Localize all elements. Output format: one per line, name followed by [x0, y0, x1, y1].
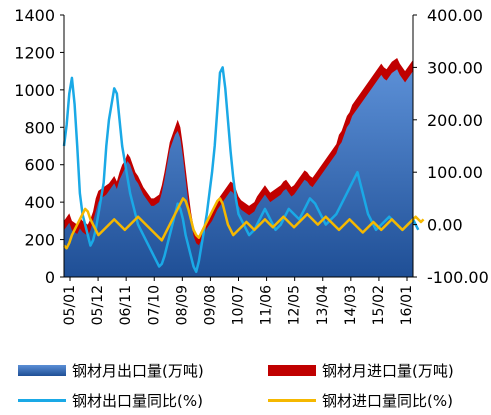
- legend-item-0: 钢材月出口量(万吨): [18, 360, 204, 381]
- chart: 0 200 400 600 800 1000 1200 1400 -100.00 0.00 100.…: [14, 6, 489, 325]
- line-series-2: [62, 66, 420, 274]
- left-tick-label: 800: [24, 118, 55, 137]
- legend: 钢材月出口量(万吨) 钢材月进口量(万吨) 钢材出口量同比(%) 钢材进口量同比(%): [0, 350, 491, 415]
- right-tick-label: 100.00: [427, 163, 483, 182]
- legend-swatch: [268, 399, 316, 402]
- left-tick-label: 200: [24, 231, 55, 250]
- left-tick-label: 600: [24, 156, 55, 175]
- line-series-3: [63, 197, 425, 250]
- legend-swatch: [18, 365, 66, 376]
- right-tick-label: 400.00: [427, 6, 483, 25]
- x-tick-label: 05/01: [62, 285, 78, 325]
- legend-label: 钢材月进口量(万吨): [322, 362, 454, 380]
- x-tick-label: 15/02: [371, 285, 387, 325]
- legend-swatch: [18, 399, 66, 402]
- right-tick-label: 0.00: [427, 216, 463, 235]
- x-tick-label: 06/11: [118, 285, 134, 325]
- x-tick-label: 11/06: [259, 285, 275, 325]
- left-tick-label: 0: [45, 268, 55, 287]
- legend-swatch: [268, 365, 316, 376]
- x-tick-label: 12/05: [287, 285, 303, 325]
- x-tick-label: 10/07: [231, 285, 247, 325]
- x-tick-label: 14/03: [343, 285, 359, 325]
- legend-label: 钢材出口量同比(%): [72, 392, 203, 410]
- legend-item-2: 钢材出口量同比(%): [18, 390, 203, 411]
- x-tick-label: 09/08: [202, 285, 218, 325]
- right-tick-label: -100.00: [427, 268, 489, 287]
- x-tick-label: 13/04: [315, 285, 331, 325]
- left-tick-label: 1400: [14, 6, 55, 25]
- left-tick-label: 1000: [14, 81, 55, 100]
- x-tick-label: 05/12: [90, 285, 106, 325]
- legend-label: 钢材进口量同比(%): [322, 392, 453, 410]
- legend-item-1: 钢材月进口量(万吨): [268, 360, 454, 381]
- x-tick-label: 16/01: [399, 285, 415, 325]
- x-tick-label: 07/10: [146, 285, 162, 325]
- right-tick-label: 300.00: [427, 58, 483, 77]
- right-tick-label: 200.00: [427, 111, 483, 130]
- legend-item-3: 钢材进口量同比(%): [268, 390, 453, 411]
- left-tick-label: 1200: [14, 43, 55, 62]
- left-tick-label: 400: [24, 193, 55, 212]
- x-tick-label: 08/09: [174, 285, 190, 325]
- legend-label: 钢材月出口量(万吨): [72, 362, 204, 380]
